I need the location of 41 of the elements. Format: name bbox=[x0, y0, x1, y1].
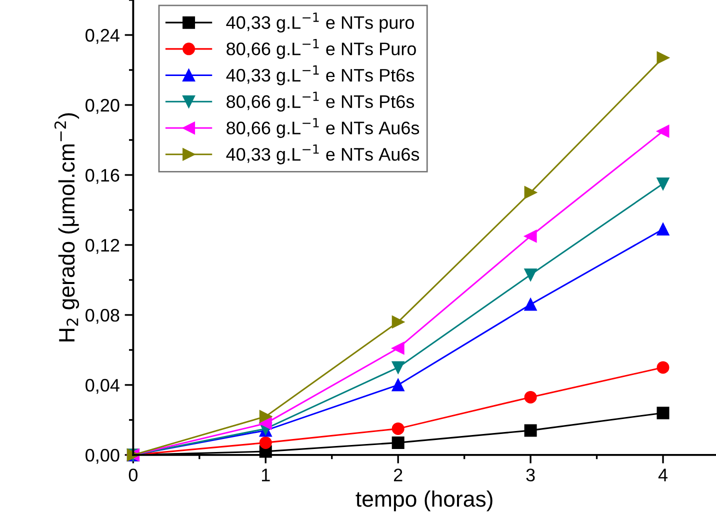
y-tick-label: 0,12 bbox=[86, 238, 120, 254]
y-tick-label: 0,16 bbox=[86, 168, 120, 184]
point bbox=[524, 268, 537, 281]
point bbox=[656, 177, 670, 190]
point bbox=[656, 222, 670, 236]
x-tick-label: 0 bbox=[128, 468, 138, 482]
y-tick-label: 0,00 bbox=[86, 448, 120, 464]
point bbox=[392, 316, 404, 328]
x-tick-label: 2 bbox=[394, 468, 402, 482]
y-tick-label: 0,24 bbox=[86, 28, 120, 44]
point bbox=[392, 361, 404, 374]
point bbox=[524, 390, 537, 404]
point bbox=[524, 230, 537, 242]
legend-label: 80,66 g.L$^{−1}$ e NTs Puro bbox=[226, 39, 416, 59]
point bbox=[656, 361, 670, 374]
point bbox=[259, 410, 272, 423]
x-tick-label: 3 bbox=[526, 468, 535, 482]
legend-label: 40,33 g.L$^{−1}$ e NTs puro bbox=[226, 12, 414, 33]
y-tick-label: 0,20 bbox=[86, 98, 120, 114]
legend-label: 80,66 g.L$^{−1}$ e NTs Au6s bbox=[226, 118, 420, 138]
point bbox=[656, 124, 670, 138]
legend-label: 80,66 g.L$^{−1}$ e NTs Pt6s bbox=[226, 92, 414, 112]
point bbox=[259, 417, 272, 430]
x-axis-title: tempo (horas) bbox=[356, 490, 492, 512]
point bbox=[392, 378, 404, 392]
y-tick-label: 0,04 bbox=[86, 378, 120, 394]
point bbox=[656, 406, 670, 420]
legend-label: 40,33 g.L$^{−1}$ e NTs Au6s bbox=[226, 144, 420, 164]
y-tick-label: 0,08 bbox=[86, 308, 120, 324]
point bbox=[392, 422, 404, 435]
point bbox=[524, 424, 537, 437]
point bbox=[524, 298, 537, 311]
point bbox=[259, 436, 272, 449]
point bbox=[392, 342, 404, 354]
point bbox=[524, 186, 537, 199]
y-axis-title: H$_{2}$ gerado (μmol.cm$^{−2}$) bbox=[54, 113, 80, 342]
point bbox=[392, 436, 404, 449]
x-tick-label: 1 bbox=[262, 468, 270, 482]
point bbox=[656, 51, 670, 64]
x-tick-label: 4 bbox=[658, 468, 668, 482]
legend-label: 40,33 g.L$^{−1}$ e NTs Pt6s bbox=[226, 65, 414, 86]
